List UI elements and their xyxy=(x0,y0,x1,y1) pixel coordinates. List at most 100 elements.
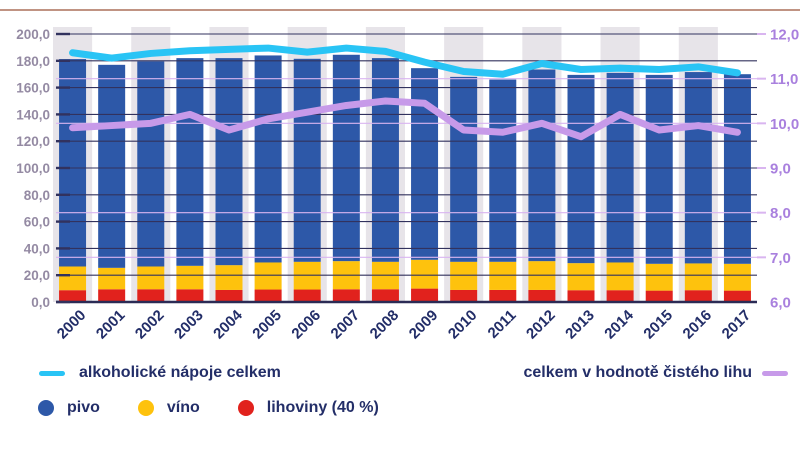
bar-2004-víno xyxy=(215,265,243,290)
right-axis-label: 11,0 xyxy=(770,71,798,88)
bar-2003-pivo xyxy=(176,58,204,266)
left-axis-label: 120,0 xyxy=(16,134,50,149)
bar-2014-víno xyxy=(606,262,634,291)
bar-2013-lihoviny (40 %) xyxy=(567,290,595,302)
total-line xyxy=(69,44,741,78)
legend-label-spirits: lihoviny (40 %) xyxy=(266,399,379,416)
legend-label-total: alkoholické nápoje celkem xyxy=(79,364,281,381)
bar-2011-víno xyxy=(489,261,517,290)
bar-2007-lihoviny (40 %) xyxy=(332,289,360,302)
legend-label-wine: víno xyxy=(166,399,200,416)
bar-2001-pivo xyxy=(98,64,126,268)
bar-2002-pivo xyxy=(137,61,165,267)
year-label-2015: 2015 xyxy=(640,307,676,343)
bar-2001-lihoviny (40 %) xyxy=(98,289,126,302)
bar-2015-pivo xyxy=(645,74,673,264)
left-axis-gridlines xyxy=(56,32,757,304)
bar-2017-víno xyxy=(723,263,751,291)
year-label-2007: 2007 xyxy=(328,307,364,343)
legend-item-total: alkoholické nápoje celkem xyxy=(39,364,281,382)
bar-2009-víno xyxy=(411,259,439,289)
left-axis-label: 60,0 xyxy=(24,215,50,230)
bar-2011-lihoviny (40 %) xyxy=(489,289,517,302)
year-label-2016: 2016 xyxy=(680,307,716,343)
bar-2010-víno xyxy=(450,261,478,290)
year-label-2009: 2009 xyxy=(406,307,442,343)
bar-2015-víno xyxy=(645,263,673,291)
bar-2012-lihoviny (40 %) xyxy=(528,289,556,302)
bar-2000-lihoviny (40 %) xyxy=(59,290,87,302)
beer-dot-swatch xyxy=(38,400,54,416)
bar-2000-víno xyxy=(59,266,87,291)
alcohol-consumption-chart: 0,0 20,0 40,0 60,0 80,0 100,0 120,0 140,0 160,0 1… xyxy=(16,27,799,343)
bar-2010-pivo xyxy=(450,76,478,262)
legend-label-beer: pivo xyxy=(67,399,100,416)
bar-2009-lihoviny (40 %) xyxy=(411,288,439,302)
year-label-2001: 2001 xyxy=(93,307,129,343)
right-axis-label: 7,0 xyxy=(770,250,791,267)
right-axis-label: 8,0 xyxy=(770,205,791,222)
legend: alkoholické nápoje celkem celkem v hodno… xyxy=(0,354,800,426)
bar-2016-lihoviny (40 %) xyxy=(684,290,712,302)
spirits-dot-swatch xyxy=(237,400,254,416)
bar-2009-pivo xyxy=(411,68,439,260)
left-axis-label: 140,0 xyxy=(16,107,50,122)
bar-2006-pivo xyxy=(293,58,321,262)
left-axis-label: 200,0 xyxy=(16,27,50,42)
legend-item-beer: pivo xyxy=(38,399,100,417)
top-divider-rule xyxy=(0,9,800,11)
bar-2003-lihoviny (40 %) xyxy=(176,289,204,302)
bar-2008-lihoviny (40 %) xyxy=(371,289,399,302)
right-axis-label: 12,0 xyxy=(770,27,799,44)
bar-2017-pivo xyxy=(723,74,751,264)
left-axis-label: 80,0 xyxy=(24,188,50,203)
bar-2006-lihoviny (40 %) xyxy=(293,289,321,302)
bar-2016-víno xyxy=(684,263,712,291)
year-label-2003: 2003 xyxy=(171,307,207,343)
legend-label-pure-alcohol: celkem v hodnotě čistého lihu xyxy=(523,364,753,381)
year-label-2014: 2014 xyxy=(601,306,637,342)
bar-2017-lihoviny (40 %) xyxy=(723,290,751,302)
year-label-2013: 2013 xyxy=(562,307,598,343)
year-label-2004: 2004 xyxy=(210,306,246,342)
bar-2010-lihoviny (40 %) xyxy=(450,289,478,302)
bar-2015-lihoviny (40 %) xyxy=(645,290,673,302)
right-axis-label: 9,0 xyxy=(770,161,791,178)
bar-2002-víno xyxy=(137,266,165,290)
left-axis-label: 100,0 xyxy=(16,161,50,176)
bar-2003-víno xyxy=(176,265,204,290)
right-axis-label: 6,0 xyxy=(770,295,791,312)
left-axis-label: 0,0 xyxy=(31,295,50,310)
year-label-2005: 2005 xyxy=(249,307,285,343)
legend-item-wine: víno xyxy=(137,399,200,417)
pure-alcohol-line xyxy=(69,97,741,141)
bar-2012-pivo xyxy=(528,69,556,262)
right-axis-label: 10,0 xyxy=(770,116,799,133)
left-axis-label: 180,0 xyxy=(16,54,50,69)
bar-2014-lihoviny (40 %) xyxy=(606,290,634,302)
stacked-bars xyxy=(59,54,751,302)
year-label-2008: 2008 xyxy=(367,307,403,343)
bar-2013-víno xyxy=(567,263,595,291)
left-axis-labels: 0,0 20,0 40,0 60,0 80,0 100,0 120,0 140,0 160,0 1… xyxy=(16,27,50,310)
year-labels: 2000 2001 2002 2003 2004 2005 2006 2007 2008 2009… xyxy=(54,306,755,342)
year-label-2006: 2006 xyxy=(288,307,324,343)
bar-2000-pivo xyxy=(59,59,87,267)
bar-2005-pivo xyxy=(254,55,282,263)
year-label-2017: 2017 xyxy=(719,307,755,343)
year-label-2012: 2012 xyxy=(523,307,559,343)
bar-2001-víno xyxy=(98,267,126,290)
right-axis-labels: 6,0 7,0 8,0 9,0 10,0 11,0 12,0 xyxy=(770,27,799,312)
pure-alcohol-line-swatch xyxy=(762,370,788,376)
year-label-2010: 2010 xyxy=(445,307,481,343)
bar-2005-lihoviny (40 %) xyxy=(254,289,282,302)
bar-2013-pivo xyxy=(567,74,595,264)
legend-item-spirits: lihoviny (40 %) xyxy=(237,399,379,417)
bar-2004-lihoviny (40 %) xyxy=(215,289,243,302)
wine-dot-swatch xyxy=(137,400,154,416)
bar-2002-lihoviny (40 %) xyxy=(137,289,165,302)
year-label-2000: 2000 xyxy=(54,307,90,343)
bar-2007-pivo xyxy=(332,54,360,262)
year-label-2011: 2011 xyxy=(485,307,520,342)
